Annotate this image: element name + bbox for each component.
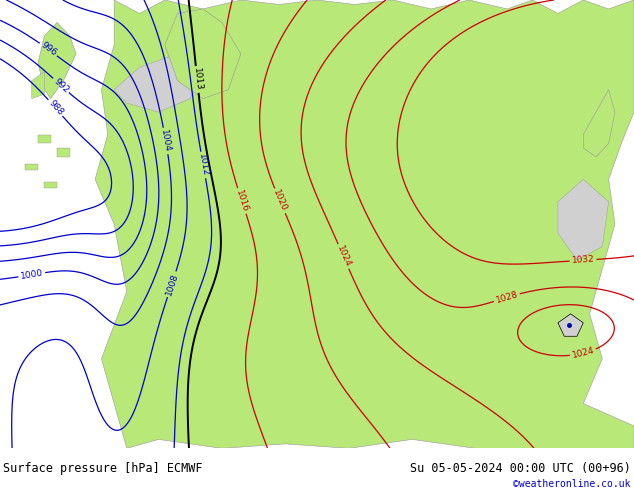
Text: 996: 996	[39, 41, 58, 58]
Text: 1000: 1000	[20, 269, 44, 281]
Polygon shape	[165, 9, 241, 98]
Polygon shape	[25, 164, 38, 171]
Text: Su 05-05-2024 00:00 UTC (00+96): Su 05-05-2024 00:00 UTC (00+96)	[410, 462, 631, 475]
Text: 1024: 1024	[571, 346, 595, 360]
Text: 1008: 1008	[164, 272, 179, 296]
Polygon shape	[95, 0, 634, 448]
Polygon shape	[558, 179, 609, 260]
Text: 1024: 1024	[335, 244, 352, 269]
Polygon shape	[44, 182, 57, 188]
Polygon shape	[558, 314, 583, 336]
Polygon shape	[32, 72, 44, 98]
Text: 1004: 1004	[159, 129, 172, 153]
Polygon shape	[38, 135, 51, 144]
Text: Surface pressure [hPa] ECMWF: Surface pressure [hPa] ECMWF	[3, 462, 203, 475]
Text: 1016: 1016	[234, 189, 250, 213]
Polygon shape	[583, 90, 615, 157]
Polygon shape	[38, 23, 76, 98]
Text: 1020: 1020	[271, 189, 288, 213]
Text: ©weatheronline.co.uk: ©weatheronline.co.uk	[514, 479, 631, 489]
Polygon shape	[114, 54, 203, 112]
Text: 1013: 1013	[191, 68, 203, 91]
Text: 1012: 1012	[197, 153, 210, 177]
Text: 1028: 1028	[495, 290, 519, 305]
Text: 1032: 1032	[571, 255, 595, 266]
Text: 992: 992	[51, 76, 70, 95]
Polygon shape	[57, 148, 70, 157]
Text: 988: 988	[46, 98, 65, 118]
